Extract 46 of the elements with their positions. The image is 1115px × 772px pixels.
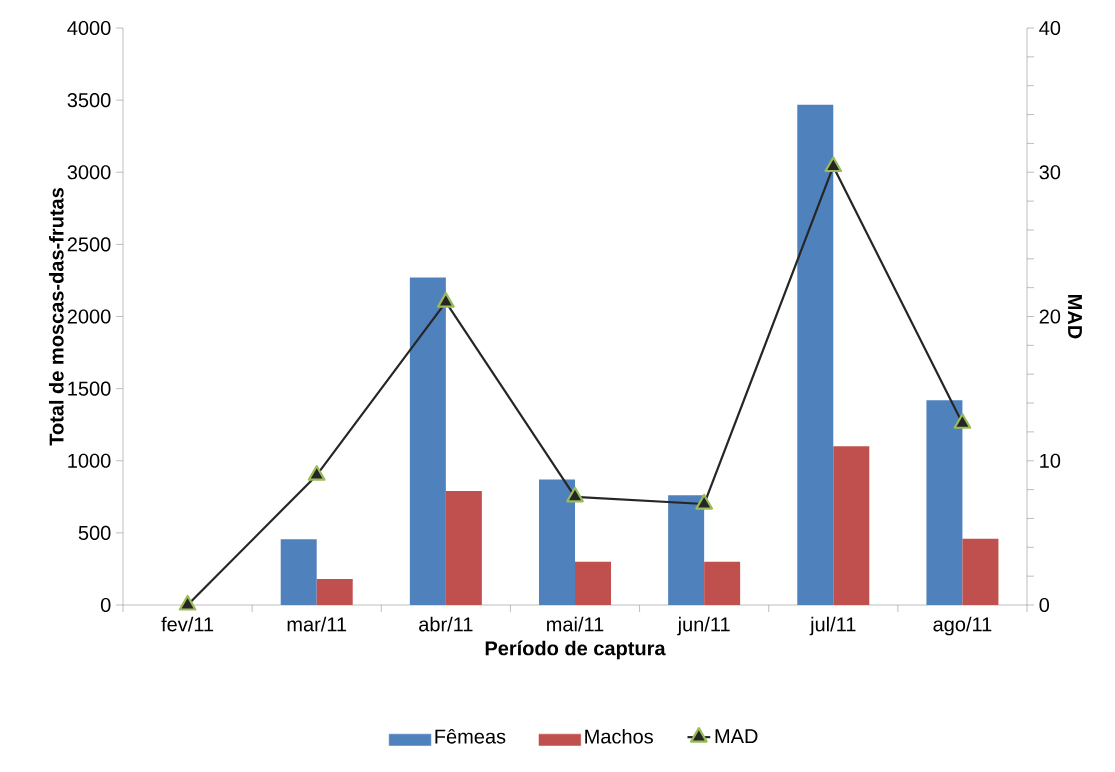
point bbox=[953, 413, 972, 429]
y2-axis-title: MAD bbox=[1068, 295, 1082, 339]
bar bbox=[575, 561, 611, 605]
y-tick-label: 500 bbox=[78, 525, 111, 540]
bar bbox=[539, 479, 575, 605]
y-tick-label: 1500 bbox=[68, 381, 111, 396]
bar bbox=[797, 104, 834, 605]
bar bbox=[926, 400, 963, 605]
x-tick-label: abr/11 bbox=[419, 616, 473, 632]
y2-tick-label: 30 bbox=[1039, 165, 1061, 180]
x-tick-label: mar/11 bbox=[287, 616, 347, 632]
y2-tick-label: 10 bbox=[1040, 453, 1061, 468]
bar bbox=[833, 446, 870, 605]
bar bbox=[280, 539, 317, 605]
legend-label: Machos bbox=[585, 728, 653, 744]
bar bbox=[445, 491, 482, 605]
bar bbox=[316, 579, 353, 605]
point bbox=[824, 156, 843, 173]
y-tick-label: 3000 bbox=[67, 165, 111, 180]
y2-tick-label: 0 bbox=[1039, 597, 1050, 613]
bar bbox=[962, 538, 999, 605]
x-tick-label: ago/11 bbox=[933, 616, 992, 636]
bar bbox=[409, 277, 446, 605]
x-tick-label: jul/11 bbox=[809, 616, 856, 636]
y-tick-label: 2000 bbox=[67, 309, 111, 324]
y2-tick-label: 40 bbox=[1039, 20, 1061, 36]
point bbox=[307, 465, 326, 481]
y-tick-label: 3500 bbox=[67, 93, 111, 108]
bar bbox=[704, 561, 741, 605]
legend-label: MAD bbox=[715, 729, 758, 744]
point bbox=[566, 486, 584, 503]
legend-label: Fêmeas bbox=[435, 728, 506, 744]
x-axis-title: Período de captura bbox=[485, 640, 666, 660]
y-tick-label: 2500 bbox=[67, 237, 111, 252]
bar bbox=[668, 495, 705, 605]
point bbox=[436, 291, 455, 308]
y-tick-label: 4000 bbox=[67, 20, 111, 36]
y-tick-label: 1000 bbox=[68, 453, 111, 468]
point bbox=[695, 493, 714, 510]
y-axis-title: Total de moscas-das-frutas bbox=[48, 188, 64, 446]
y2-tick-label: 20 bbox=[1039, 309, 1061, 324]
x-tick-label: fev/11 bbox=[161, 616, 214, 632]
x-tick-label: jun/11 bbox=[677, 616, 730, 636]
y-tick-label: 0 bbox=[100, 597, 111, 613]
x-tick-label: mai/11 bbox=[547, 616, 604, 632]
point bbox=[178, 594, 197, 611]
